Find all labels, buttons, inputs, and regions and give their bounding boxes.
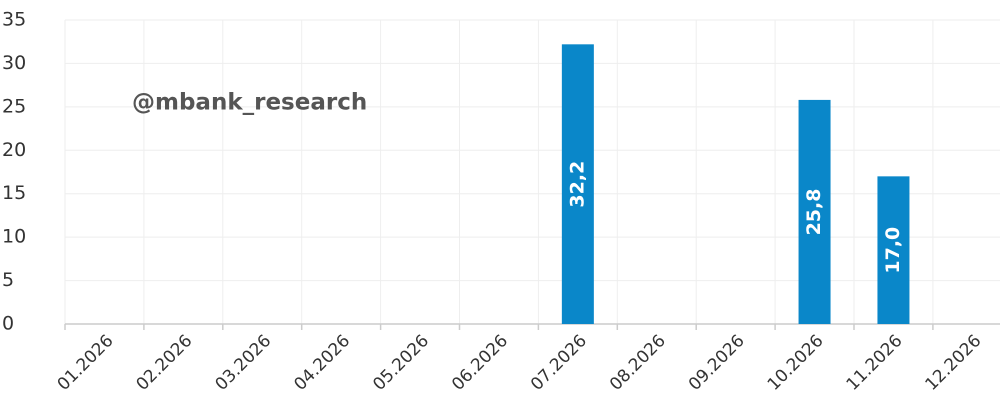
annotation: @mbank_research <box>132 90 367 116</box>
x-tick-label: 03.2026 <box>211 331 275 395</box>
x-tick-label: 12.2026 <box>922 331 986 395</box>
y-tick-label: 20 <box>2 139 26 161</box>
x-tick-label: 06.2026 <box>448 331 512 395</box>
value-label: 32,2 <box>566 161 588 208</box>
x-tick-label: 11.2026 <box>843 331 907 395</box>
x-tick-label: 07.2026 <box>527 331 591 395</box>
y-tick-label: 25 <box>2 95 26 117</box>
bar <box>561 44 594 324</box>
y-tick-label: 5 <box>2 269 14 291</box>
y-tick-label: 0 <box>2 313 14 335</box>
x-tick-label: 10.2026 <box>764 331 828 395</box>
value-label: 25,8 <box>803 189 825 236</box>
x-tick-label: 08.2026 <box>606 331 670 395</box>
x-tick-label: 09.2026 <box>685 331 749 395</box>
bar <box>798 99 831 324</box>
bar <box>877 176 910 324</box>
y-tick-label: 15 <box>2 182 26 204</box>
y-tick-label: 30 <box>2 52 26 74</box>
x-tick-label: 01.2026 <box>54 331 118 395</box>
value-label: 17,0 <box>882 227 904 274</box>
x-tick-label: 05.2026 <box>369 331 433 395</box>
y-tick-label: 35 <box>2 9 26 31</box>
y-tick-label: 10 <box>2 226 26 248</box>
x-tick-label: 02.2026 <box>133 331 197 395</box>
x-tick-label: 04.2026 <box>290 331 354 395</box>
